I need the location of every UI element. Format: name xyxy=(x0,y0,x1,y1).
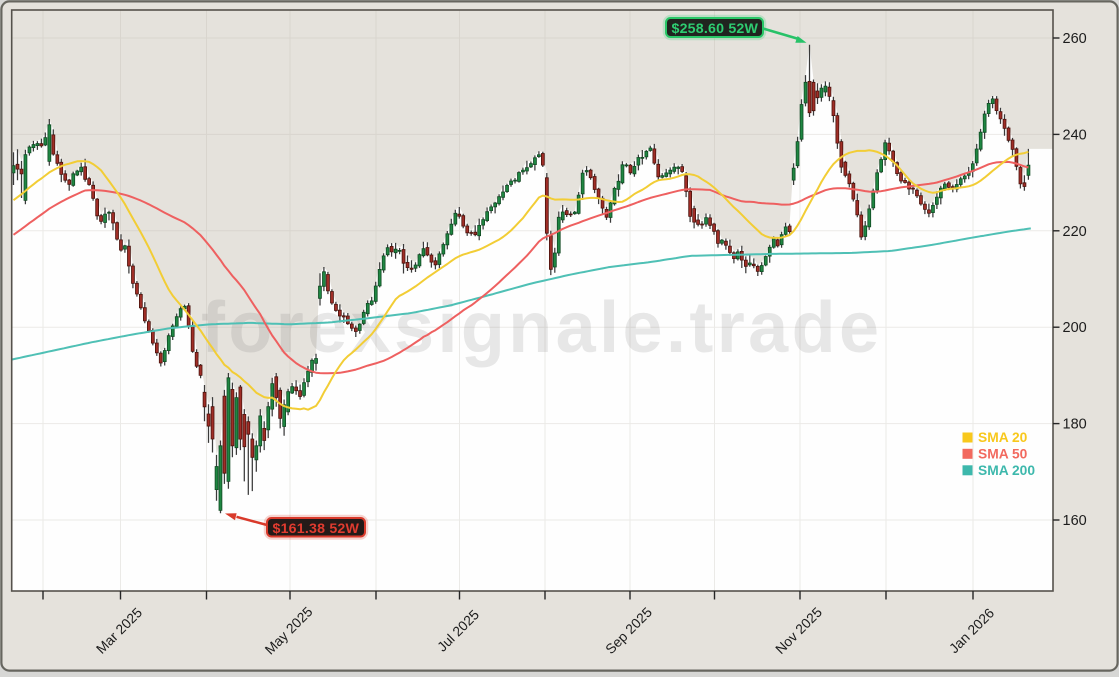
svg-text:SMA 200: SMA 200 xyxy=(978,463,1035,478)
svg-text:$258.60 52W: $258.60 52W xyxy=(672,21,759,37)
svg-text:SMA 20: SMA 20 xyxy=(978,430,1028,445)
svg-text:220: 220 xyxy=(1063,224,1087,240)
svg-text:260: 260 xyxy=(1063,31,1087,47)
svg-text:forexsignale.trade: forexsignale.trade xyxy=(201,288,882,368)
svg-text:SMA 50: SMA 50 xyxy=(978,446,1028,461)
svg-text:240: 240 xyxy=(1063,127,1087,143)
svg-text:200: 200 xyxy=(1063,320,1087,336)
svg-text:$161.38 52W: $161.38 52W xyxy=(273,521,360,537)
svg-text:180: 180 xyxy=(1063,417,1087,433)
svg-text:160: 160 xyxy=(1063,513,1087,529)
